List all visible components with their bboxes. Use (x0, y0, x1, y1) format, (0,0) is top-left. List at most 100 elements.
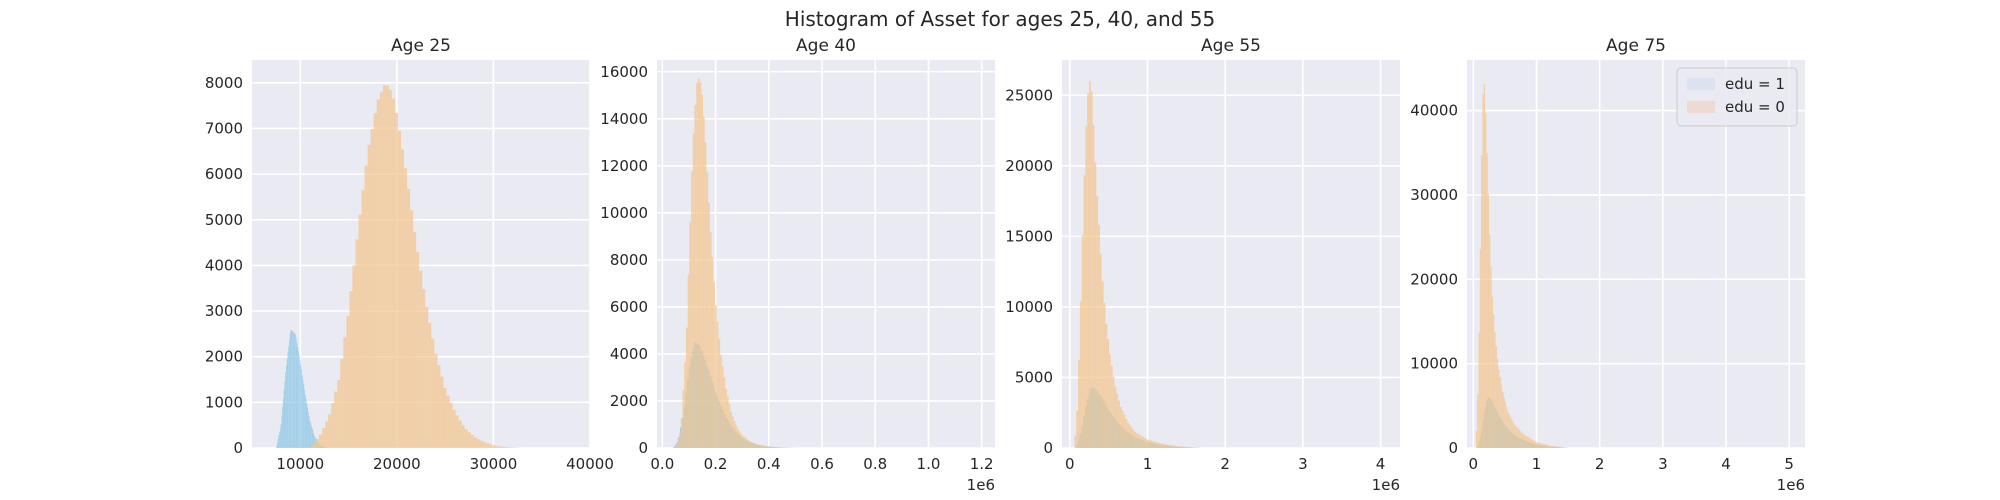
hist-bar (349, 291, 353, 448)
hist-bar (461, 425, 465, 448)
hist-bar (721, 365, 724, 448)
hist-bar (674, 444, 677, 448)
hist-bar (1170, 445, 1173, 448)
hist-bar (732, 416, 734, 448)
hist-bar (325, 421, 329, 448)
hist-bar (416, 251, 420, 448)
hist-bar (752, 442, 755, 448)
hist-bar (1550, 445, 1553, 448)
hist-bar (728, 403, 731, 448)
y-tick-label: 25000 (1005, 86, 1053, 104)
hist-bar (310, 423, 312, 448)
hist-bar (1192, 447, 1195, 448)
hist-bar (452, 409, 456, 448)
hist-bar (1088, 81, 1091, 448)
y-tick-label: 30000 (1410, 186, 1458, 204)
hist-bar (1496, 358, 1499, 448)
hist-bar (1125, 418, 1128, 448)
x-tick-label: 1.0 (917, 455, 941, 473)
hist-bar (306, 403, 308, 448)
hist-bar (311, 425, 312, 448)
hist-bar (735, 425, 738, 448)
hist-bar (434, 353, 438, 448)
hist-bar (379, 92, 383, 448)
hist-bar (1189, 447, 1191, 448)
hist-bar (1167, 444, 1170, 448)
hist-bar (733, 421, 736, 448)
x-offset-label: 1e6 (967, 476, 995, 494)
y-tick-label: 5000 (1015, 368, 1053, 386)
hist-bar (1525, 436, 1528, 448)
hist-bar (1141, 436, 1144, 448)
hist-bar (675, 444, 678, 448)
hist-bar (291, 330, 293, 448)
hist-bar (1165, 444, 1168, 448)
series-edu-0 (309, 85, 523, 448)
hist-bar (1154, 441, 1157, 448)
hist-bar (1078, 359, 1080, 448)
hist-bar (437, 365, 441, 448)
panel-title: Age 25 (391, 36, 451, 56)
hist-bar (1174, 445, 1177, 448)
hist-bar (1482, 93, 1484, 448)
hist-bar (1548, 445, 1550, 448)
hist-bar (292, 331, 294, 448)
y-tick-label: 6000 (205, 165, 243, 183)
hist-bar (1116, 393, 1119, 448)
x-tick-label: 2 (1220, 455, 1230, 473)
hist-bar (1502, 392, 1504, 448)
hist-bar (1138, 434, 1140, 448)
hist-bar (382, 85, 386, 448)
panel-title: Age 75 (1606, 36, 1666, 56)
x-tick-label: 4 (1721, 455, 1731, 473)
hist-bar (328, 414, 332, 448)
hist-bar (1499, 377, 1501, 448)
hist-bar (1161, 443, 1164, 448)
hist-bar (742, 435, 745, 448)
hist-bar (1101, 281, 1104, 448)
hist-bar (778, 447, 780, 448)
hist-bar (1156, 442, 1159, 448)
hist-bar (718, 338, 721, 448)
hist-bar (278, 435, 280, 448)
hist-bar (304, 389, 305, 448)
hist-bar (1556, 446, 1558, 448)
hist-bar (376, 99, 380, 448)
hist-bar (1547, 445, 1549, 448)
bars-group (1074, 81, 1202, 448)
hist-bar (1523, 434, 1525, 448)
hist-bar (464, 429, 468, 448)
hist-bar (290, 329, 292, 448)
y-tick-label: 1000 (205, 393, 243, 411)
hist-bar (1090, 91, 1093, 448)
y-tick-label: 2000 (205, 348, 243, 366)
hist-bar (738, 431, 741, 448)
series-edu-0 (1475, 84, 1569, 448)
hist-bar (1139, 435, 1142, 448)
hist-bar (413, 231, 417, 448)
hist-bar (296, 342, 298, 448)
x-tick-label: 1 (1143, 455, 1153, 473)
hist-bar (304, 394, 306, 448)
hist-bar (308, 416, 310, 448)
hist-bar (745, 438, 748, 448)
x-tick-label: 2 (1595, 455, 1605, 473)
hist-bar (759, 445, 762, 448)
hist-bar (364, 165, 368, 448)
hist-bar (768, 446, 770, 448)
hist-bar (1123, 414, 1126, 448)
y-tick-label: 6000 (610, 298, 648, 316)
hist-bar (1079, 301, 1082, 448)
hist-bar (407, 188, 411, 448)
hist-bar (373, 113, 377, 448)
hist-bar (730, 411, 733, 448)
hist-bar (716, 321, 719, 448)
hist-bar (1512, 422, 1515, 448)
hist-bar (1532, 440, 1534, 448)
hist-bar (1554, 446, 1557, 448)
hist-bar (1520, 431, 1522, 448)
hist-bar (355, 239, 359, 448)
hist-bar (479, 440, 483, 448)
hist-bar (299, 359, 301, 448)
